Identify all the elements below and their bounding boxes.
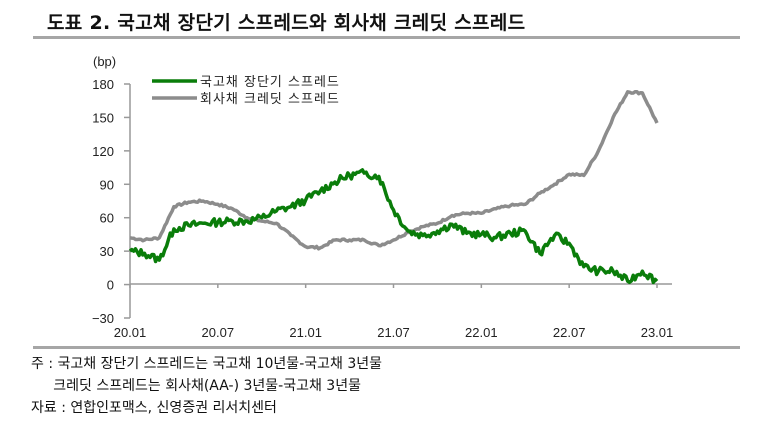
svg-text:21.01: 21.01 — [289, 325, 322, 340]
svg-text:30: 30 — [100, 244, 114, 259]
y-axis-ticks: 180 150 120 90 60 30 0 −30 — [92, 77, 130, 326]
svg-text:21.07: 21.07 — [377, 325, 410, 340]
note-term-spread: 주 : 국고채 장단기 스프레드는 국고채 10년물-국고채 3년물 — [31, 356, 383, 372]
svg-text:90: 90 — [100, 177, 114, 192]
svg-text:120: 120 — [92, 144, 114, 159]
svg-text:23.01: 23.01 — [641, 325, 674, 340]
svg-text:22.01: 22.01 — [465, 325, 498, 340]
x-axis-ticks: 20.01 20.07 21.01 21.07 22.01 22.07 23.01 — [114, 284, 674, 340]
svg-text:20.01: 20.01 — [114, 325, 147, 340]
svg-text:180: 180 — [92, 77, 114, 92]
legend: 국고채 장단기 스프레드 회사채 크레딧 스프레드 — [152, 75, 340, 107]
svg-text:150: 150 — [92, 110, 114, 125]
footer-divider — [33, 346, 740, 349]
series-term-spread-line — [128, 168, 659, 285]
svg-text:20.07: 20.07 — [202, 325, 235, 340]
note-credit-spread: 크레딧 스프레드는 회사채(AA-) 3년물-국고채 3년물 — [31, 378, 361, 394]
svg-text:0: 0 — [107, 278, 114, 293]
svg-text:60: 60 — [100, 211, 114, 226]
legend-label-term-spread: 국고채 장단기 스프레드 — [200, 75, 340, 90]
series-credit-spread-line — [129, 89, 659, 251]
note-source: 자료 : 연합인포맥스, 신영증권 리서치센터 — [31, 400, 277, 416]
y-axis-unit: (bp) — [93, 54, 116, 69]
title-divider — [33, 36, 740, 39]
svg-text:−30: −30 — [92, 311, 114, 326]
legend-label-credit-spread: 회사채 크레딧 스프레드 — [200, 92, 340, 107]
chart-title: 도표 2. 국고채 장단기 스프레드와 회사채 크레딧 스프레드 — [47, 12, 526, 34]
line-chart: (bp) 180 150 120 90 60 30 0 −30 20.01 20.07 21.01… — [92, 54, 674, 340]
footnotes: 주 : 국고채 장단기 스프레드는 국고채 10년물-국고채 3년물 크레딧 스… — [31, 353, 382, 419]
svg-text:22.07: 22.07 — [553, 325, 586, 340]
